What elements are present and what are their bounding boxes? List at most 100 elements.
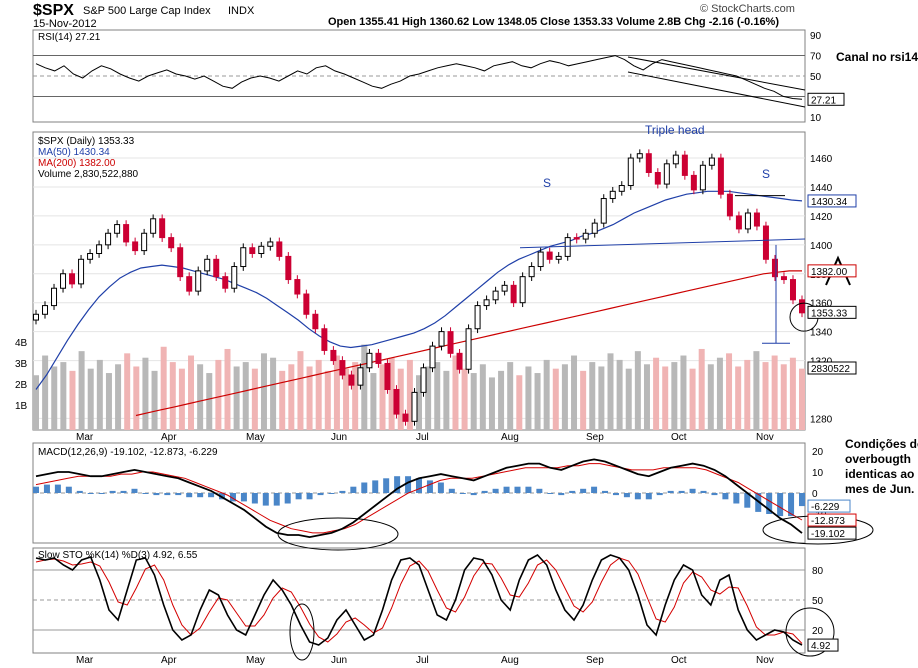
volume-bar	[406, 359, 413, 430]
macd-hist-bar	[722, 493, 729, 500]
macd-hist-bar	[339, 490, 346, 493]
stoch-month-Mar: Mar	[76, 655, 94, 666]
price-candles	[33, 149, 805, 426]
macd-hist-bar	[87, 493, 94, 494]
candle-body	[132, 241, 139, 252]
exchange-label: INDX	[228, 5, 255, 17]
volume-bar	[479, 364, 486, 430]
stoch-value-tag: 4.92	[811, 641, 831, 652]
volume-bar	[87, 368, 94, 430]
volume-tick-4B: 4B	[15, 338, 28, 349]
volume-bar	[324, 370, 331, 430]
macd-tick-20: 20	[812, 447, 824, 458]
candle-body	[366, 352, 373, 369]
candle-body	[537, 251, 544, 268]
volume-bar	[169, 362, 176, 430]
macd-hist-bar	[547, 493, 554, 494]
volume-bar	[370, 373, 377, 430]
candle-body	[87, 253, 94, 260]
macd-hist-bar	[383, 478, 390, 493]
volume-bar	[297, 351, 304, 430]
volume-bar	[352, 362, 359, 430]
macd-hist-tag: -6.229	[811, 502, 840, 513]
volume-tick-1B: 1B	[15, 401, 28, 412]
candle-body	[294, 279, 301, 295]
volume-bar	[634, 351, 641, 430]
macd-hist-bar	[186, 493, 193, 498]
volume-bar	[115, 364, 122, 430]
candle-body	[447, 331, 454, 354]
macd-hist-bar	[766, 493, 773, 514]
rsi-legend: RSI(14) 27.21	[38, 32, 101, 43]
price-legend-volume: Volume 2,830,522,880	[38, 169, 139, 180]
price-legend-main: $SPX (Daily) 1353.33	[38, 136, 135, 147]
macd-hist-bar	[667, 490, 674, 493]
candle-body	[240, 247, 247, 268]
index-name: S&P 500 Large Cap Index	[83, 5, 211, 17]
candle-body	[474, 305, 481, 330]
candle-body	[708, 157, 715, 166]
ma200-tag: 1382.00	[811, 267, 848, 278]
macd-hist-bar	[361, 482, 368, 493]
candle-body	[618, 185, 625, 192]
close-tag: 1353.33	[811, 308, 848, 319]
candle-body	[663, 163, 670, 185]
macd-hist-bar	[569, 490, 576, 493]
stoch-month-Sep: Sep	[586, 655, 604, 666]
candle-body	[591, 222, 598, 234]
candle-body	[735, 215, 742, 230]
stoch-month-Jun: Jun	[331, 655, 347, 666]
candle-body	[456, 352, 463, 370]
volume-bar	[197, 364, 204, 430]
rsi-channel-bottom	[627, 71, 806, 108]
volume-bar	[51, 366, 58, 430]
ma50-tag-box	[807, 194, 857, 208]
macd-hist-bar	[131, 488, 138, 493]
stoch-tick-50: 50	[812, 596, 824, 607]
macd-hist-bar	[229, 493, 236, 502]
volume-bar	[753, 351, 760, 430]
volume-bar	[96, 359, 103, 430]
volume-bar	[799, 368, 805, 430]
candle-body	[96, 244, 103, 255]
candle-body	[384, 362, 391, 390]
volume-bar	[762, 362, 769, 430]
rsi-tick-90: 90	[810, 31, 822, 42]
macd-signal-tag: -12.873	[811, 516, 845, 527]
candle-body	[429, 345, 436, 369]
volume-bar	[580, 370, 587, 430]
right-shoulder-label: S	[762, 167, 771, 181]
macd-hist-bar	[306, 493, 313, 500]
volume-bar	[698, 348, 705, 430]
volume-bar	[306, 366, 313, 430]
candle-body	[438, 331, 445, 347]
ma200-tag-box	[807, 264, 857, 278]
volume-bar	[507, 362, 514, 430]
candle-body	[195, 270, 202, 292]
volume-bar	[279, 370, 286, 430]
macd-hist-bar	[711, 493, 718, 496]
volume-bar	[789, 357, 796, 430]
candle-body	[699, 164, 706, 191]
volume-bar	[151, 370, 158, 430]
candle-body	[321, 328, 328, 351]
rsi-tick-50: 50	[810, 72, 822, 83]
rsi-value-tag-box	[807, 92, 845, 106]
macd-hist-bar	[208, 493, 215, 498]
volume-bar	[653, 357, 660, 430]
volume-bar	[552, 368, 559, 430]
stoch-tick-80: 80	[812, 566, 824, 577]
volume-bar	[397, 368, 404, 430]
candle-body	[168, 237, 175, 249]
macd-hist-bar	[328, 493, 335, 494]
candle-body	[492, 290, 499, 301]
volume-tick-3B: 3B	[15, 359, 28, 370]
macd-hist-bar	[372, 480, 379, 493]
volume-bar	[33, 375, 39, 430]
candle-body	[393, 388, 400, 415]
volume-tag-box	[807, 361, 857, 375]
close-tag-box	[807, 305, 857, 319]
candle-body	[501, 284, 508, 292]
macd-note-line-1: Condições de	[845, 437, 918, 451]
volume-bar	[42, 355, 49, 430]
